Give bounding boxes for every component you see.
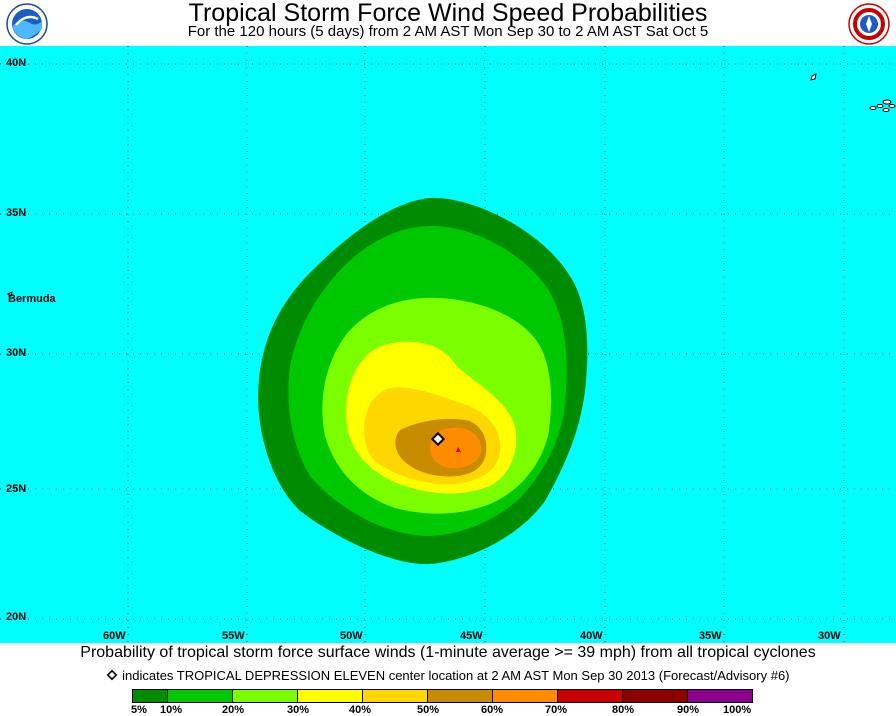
scale-tick-90: 90% [677,704,700,716]
scale-segment-5-10 [132,689,168,703]
page-title: Tropical Storm Force Wind Speed Probabil… [188,0,708,27]
bermuda-island [7,291,13,297]
scale-segment-60-70 [492,689,558,703]
scale-tick-100: 100% [723,704,752,716]
lon-label-40w: 40W [580,630,603,642]
header: Tropical Storm Force Wind Speed Probabil… [0,0,896,46]
diamond-icon [107,669,118,681]
scale-segment-50-60 [427,689,493,703]
legend-note-text: indicates TROPICAL DEPRESSION ELEVEN cen… [122,668,790,683]
lon-label-55w: 55W [222,630,245,642]
scale-segment-10-20 [167,689,233,703]
scale-tick-50: 50% [417,704,440,716]
scale-tick-20: 20% [222,704,245,716]
map-caption: Probability of tropical storm force surf… [80,644,816,661]
lon-label-30w: 30W [818,630,841,642]
scale-segment-30-40 [297,689,363,703]
scale-tick-70: 70% [545,704,568,716]
lon-label-35w: 35W [699,630,722,642]
azores-islands [810,73,896,112]
scale-tick-30: 30% [287,704,310,716]
scale-tick-40: 40% [349,704,372,716]
bermuda-label: Bermuda [8,293,56,305]
contour-70pct [456,447,461,452]
probability-map [0,46,896,643]
lon-label-60w: 60W [103,630,126,642]
lat-label-40n: 40N [6,57,27,69]
lat-label-35n: 35N [6,207,27,219]
lon-label-45w: 45W [460,630,483,642]
scale-segment-40-50 [362,689,428,703]
nws-logo [848,3,890,45]
scale-tick-10: 10% [160,704,183,716]
scale-tick-80: 80% [612,704,635,716]
scale-tick-60: 60% [481,704,504,716]
lat-label-20n: 20N [6,611,27,623]
lon-label-50w: 50W [340,630,363,642]
scale-segment-80-90 [622,689,688,703]
noaa-logo [6,3,48,45]
scale-segment-70-80 [557,689,623,703]
legend-note: indicates TROPICAL DEPRESSION ELEVEN cen… [0,668,896,684]
lat-label-30n: 30N [6,347,27,359]
scale-tick-5: 5% [131,704,147,716]
page-subtitle: For the 120 hours (5 days) from 2 AM AST… [187,23,709,40]
scale-segment-90-100 [687,689,753,703]
storm-center-diamond-icon [430,431,446,447]
scale-segment-20-30 [232,689,298,703]
lat-label-25n: 25N [6,483,27,495]
